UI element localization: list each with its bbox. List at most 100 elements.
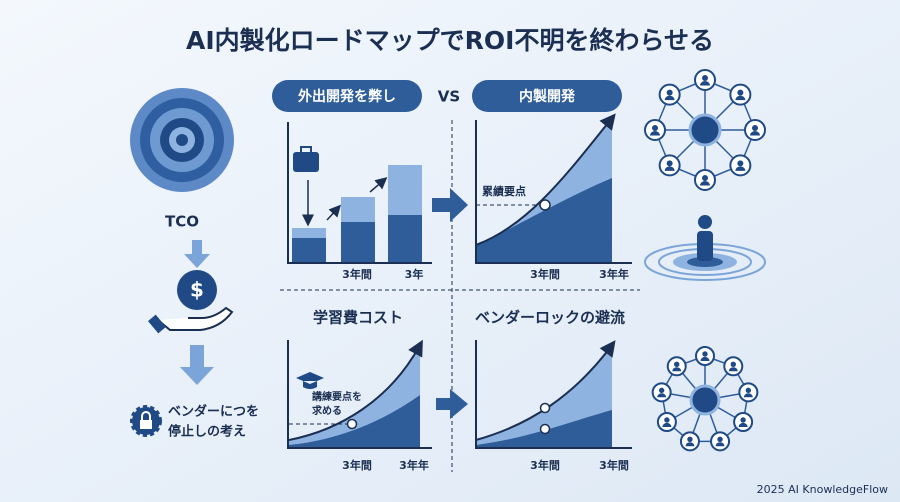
down-arrow	[184, 240, 210, 268]
area	[476, 410, 612, 448]
axis	[475, 120, 632, 264]
axis	[287, 122, 432, 264]
curve	[475, 340, 616, 441]
icon-part	[157, 306, 234, 331]
icon-part	[702, 351, 708, 357]
icon-part	[735, 95, 746, 101]
icon-part	[730, 361, 736, 367]
panel-title: 学習費コスト	[313, 309, 403, 327]
footer: 2025 AI KnowledgeFlow	[757, 483, 888, 496]
icon-part	[657, 393, 667, 398]
icon-part	[737, 160, 744, 167]
icon-part	[292, 228, 326, 238]
icon-part	[650, 131, 660, 136]
point	[539, 402, 551, 414]
curve	[288, 339, 423, 441]
vs-label: VS	[438, 88, 460, 106]
icon-part	[148, 314, 166, 334]
icon-part	[664, 417, 670, 423]
icon-part	[745, 387, 752, 394]
pill-label: 内製開発	[519, 88, 576, 105]
x-label: 3年間	[599, 458, 629, 472]
icon-part	[326, 204, 342, 221]
icon-part	[293, 152, 319, 172]
icon-part	[735, 166, 746, 171]
vendor-note: ベンダーにつを	[168, 404, 259, 420]
icon-part	[700, 81, 710, 86]
hand-coin-icon	[148, 270, 234, 334]
pill	[272, 80, 422, 112]
icon-part	[141, 411, 151, 420]
icon-part	[658, 387, 665, 394]
icon-part	[738, 422, 748, 427]
icon-part	[662, 422, 672, 427]
annotation: 求める	[312, 404, 342, 417]
icon-part	[689, 384, 721, 416]
icon-part	[176, 134, 188, 146]
right-arrow	[432, 188, 468, 222]
cap-icon	[296, 372, 324, 389]
icon-part	[737, 89, 744, 96]
x-label: 3年間	[342, 267, 372, 281]
icon-part	[652, 125, 658, 131]
icon-part	[140, 420, 152, 429]
icon-part	[740, 417, 746, 423]
point	[539, 199, 551, 211]
area	[476, 178, 612, 263]
down-arrow	[180, 345, 214, 385]
icon-part	[369, 177, 388, 193]
icon-part	[750, 131, 760, 136]
icon-part	[666, 160, 673, 167]
x-label: 3年年	[399, 458, 429, 472]
point	[346, 418, 358, 430]
area	[289, 395, 420, 448]
x-label: 3年	[405, 267, 424, 281]
annotation: 累績要点	[482, 184, 526, 198]
right-arrow	[436, 389, 468, 419]
icon-part	[715, 442, 725, 447]
icon-part	[728, 367, 738, 372]
x-label: 3年間	[530, 458, 560, 472]
icon-part	[698, 215, 712, 229]
icon-part	[300, 146, 312, 154]
pill	[472, 80, 622, 112]
curve	[475, 113, 616, 246]
icon-part	[688, 113, 722, 147]
icon-part	[743, 393, 753, 398]
gear-lock-icon	[130, 405, 162, 437]
icon-part	[341, 197, 375, 222]
network-icon	[651, 346, 759, 452]
axis	[475, 340, 632, 449]
pill-label: 外出開発を弊し	[298, 88, 396, 105]
icon-part	[697, 231, 713, 261]
title: AI内製化ロードマップでROI不明を終わらせる	[186, 26, 714, 55]
panel-title: ベンダーロックの避流	[475, 309, 625, 327]
tco-label: TCO	[165, 213, 199, 231]
icon-part	[685, 442, 695, 447]
icon-part	[702, 75, 708, 81]
icon-part	[672, 367, 682, 372]
icon-part	[700, 181, 710, 186]
x-label: 3年間	[342, 458, 372, 472]
icon-part	[666, 89, 673, 96]
icon-part	[664, 166, 675, 171]
person-rings-icon	[644, 215, 766, 281]
target-icon	[130, 88, 234, 192]
icon-part	[717, 436, 723, 443]
icon-part	[687, 436, 693, 443]
x-label: 3年間	[530, 267, 560, 281]
vendor-note: 停止しの考え	[168, 424, 246, 440]
icon-part	[687, 257, 723, 267]
network-icon	[644, 69, 766, 191]
axis	[287, 340, 432, 449]
icon-part	[177, 270, 217, 310]
bar-illustration	[292, 146, 422, 263]
icon-part	[752, 125, 758, 131]
icon-part	[664, 95, 675, 101]
x-label: 3年年	[599, 267, 629, 281]
icon-part	[700, 356, 710, 361]
icon-part	[388, 165, 422, 215]
coin-symbol: $	[190, 278, 204, 302]
